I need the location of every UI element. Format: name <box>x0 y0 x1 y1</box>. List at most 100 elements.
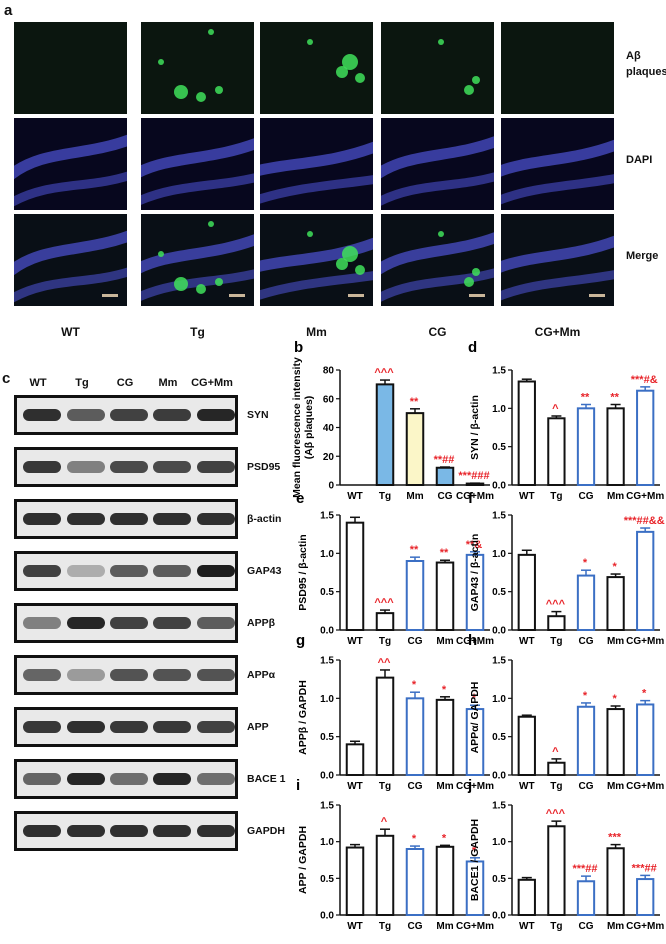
wb-blot-5 <box>14 655 238 695</box>
wb-band <box>67 773 105 785</box>
x-tick-label: Tg <box>379 491 391 502</box>
wb-band <box>153 669 191 681</box>
y-tick-label: 1.0 <box>320 694 334 705</box>
row-label-abeta: Aβ plaques <box>626 50 666 78</box>
x-tick-label: CG+Mm <box>456 491 494 502</box>
group-label-tg: Tg <box>190 325 205 339</box>
significance-annotation: * <box>472 692 477 704</box>
x-tick-label: CG+Mm <box>456 921 494 932</box>
scale-bar <box>348 294 364 297</box>
significance-annotation: ** <box>610 392 619 404</box>
y-tick-label: 20 <box>323 452 335 463</box>
wb-band <box>197 825 235 837</box>
y-tick-label: 1.0 <box>320 837 334 848</box>
wb-lane-label: Mm <box>158 377 178 389</box>
bar-tg <box>547 615 566 632</box>
wb-blot-6 <box>14 707 238 747</box>
significance-annotation: * <box>583 557 588 569</box>
bar-cg <box>405 697 425 776</box>
bar-tg <box>375 612 395 632</box>
micrograph-dapi-cg <box>381 118 494 210</box>
significance-annotation: ***## <box>572 863 597 875</box>
bar-cg <box>405 560 425 631</box>
x-tick-label: Mm <box>607 781 624 792</box>
x-tick-label: WT <box>347 921 363 932</box>
panel-letter-h: h <box>468 632 477 649</box>
y-tick-label: 80 <box>323 366 335 377</box>
wb-lane-label: Tg <box>75 377 89 389</box>
wb-protein-label: BACE 1 <box>247 773 286 785</box>
wb-protein-label: GAPDH <box>247 825 285 837</box>
y-tick-label: 0.5 <box>320 874 334 885</box>
x-tick-label: Mm <box>607 921 624 932</box>
bar-cg <box>576 880 596 916</box>
wb-band <box>197 721 235 733</box>
wb-band <box>23 461 61 473</box>
x-tick-label: CG <box>438 491 453 502</box>
wb-protein-label: β-actin <box>247 513 282 525</box>
wb-protein-label: APPβ <box>247 617 275 629</box>
panel-letter-b: b <box>294 339 303 356</box>
scale-bar <box>229 294 245 297</box>
bar-cg <box>576 574 596 631</box>
y-tick-label: 0.0 <box>492 481 506 492</box>
bar-wt <box>517 715 536 777</box>
wb-blot-1 <box>14 447 238 487</box>
wb-band <box>67 721 105 733</box>
bar-cg-mm <box>636 703 655 777</box>
bar-cg <box>405 848 425 916</box>
y-axis-label: Mean fluorescence intensity(Aβ plaques) <box>291 357 315 498</box>
y-axis-label: SYN / β-actin <box>469 395 481 460</box>
panel-letter-f: f <box>468 490 474 507</box>
bar-mm <box>606 708 625 776</box>
bar-wt <box>345 521 365 632</box>
wb-band <box>197 565 235 577</box>
bar-cg-mm <box>636 389 655 487</box>
y-tick-label: 0.0 <box>492 771 506 782</box>
wb-band <box>110 617 148 629</box>
panel-letter-c: c <box>2 370 11 387</box>
significance-annotation: ** <box>410 544 419 556</box>
wb-protein-label: APPα <box>247 669 276 681</box>
y-tick-label: 1.5 <box>492 801 506 812</box>
y-tick-label: 1.0 <box>492 404 506 415</box>
significance-annotation: ^^^ <box>546 808 566 820</box>
y-tick-label: 0.0 <box>492 911 506 922</box>
wb-blot-8 <box>14 811 238 851</box>
wb-band <box>110 513 148 525</box>
micrograph-dapi-cg-mm <box>501 118 614 210</box>
wb-band <box>23 409 61 421</box>
significance-annotation: **& <box>466 539 483 551</box>
significance-annotation: * <box>442 832 447 844</box>
x-tick-label: CG <box>579 491 594 502</box>
wb-band <box>110 565 148 577</box>
wb-band <box>153 825 191 837</box>
bar-wt <box>345 743 365 776</box>
wb-band <box>23 617 61 629</box>
wb-band <box>197 669 235 681</box>
bar-mm <box>606 407 625 487</box>
wb-band <box>110 409 148 421</box>
wb-band <box>67 669 105 681</box>
micrograph-abeta-mm <box>260 22 373 114</box>
significance-annotation: * <box>583 690 588 702</box>
group-label-mm: Mm <box>306 325 327 339</box>
bar-cg <box>576 705 596 776</box>
wb-band <box>67 617 105 629</box>
micrograph-dapi-wt <box>14 118 127 210</box>
y-axis-label: APPα/ GAPDH <box>469 682 481 754</box>
micrograph-dapi-tg <box>141 118 254 210</box>
bar-mm <box>435 698 455 776</box>
wb-blot-0 <box>14 395 238 435</box>
wb-band <box>67 409 105 421</box>
significance-annotation: * <box>412 679 417 691</box>
bar-tg <box>547 825 566 916</box>
y-tick-label: 1.0 <box>320 549 334 560</box>
x-tick-label: Tg <box>379 636 391 647</box>
y-tick-label: 0.5 <box>320 587 334 598</box>
panel-letter-d: d <box>468 339 477 356</box>
bar-cg-mm <box>636 530 655 631</box>
wb-band <box>197 409 235 421</box>
significance-annotation: * <box>642 688 647 700</box>
y-tick-label: 0.5 <box>492 874 506 885</box>
